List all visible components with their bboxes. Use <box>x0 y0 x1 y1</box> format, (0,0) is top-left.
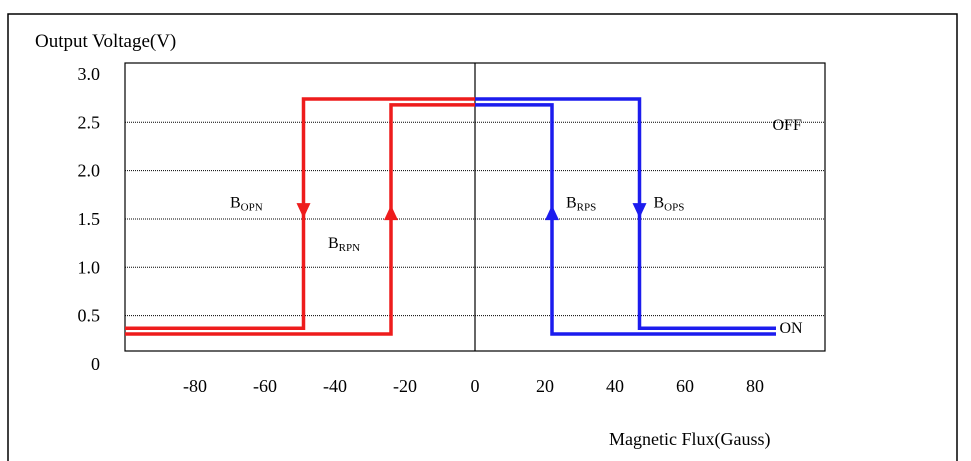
annotations: BOPN BRPN BRPS BOPS OFF ON <box>230 117 803 337</box>
annotation-label: BOPS <box>654 194 685 213</box>
y-axis-title: Output Voltage(V) <box>35 31 176 52</box>
y-tick-label: 2.5 <box>78 112 101 132</box>
series-lines <box>125 97 776 336</box>
x-tick-labels: -80 -60 -40 -20 0 20 40 60 80 <box>183 376 764 396</box>
y-tick-label: 0.5 <box>78 306 101 326</box>
annotation-label: BRPN <box>328 235 360 254</box>
x-tick-label: 60 <box>676 376 694 396</box>
y-tick-label: 1.0 <box>78 257 101 277</box>
x-tick-label: 80 <box>746 376 764 396</box>
x-tick-label: -40 <box>323 376 347 396</box>
x-tick-label: -60 <box>253 376 277 396</box>
annotation-label: BOPN <box>230 194 263 213</box>
x-tick-label: -20 <box>393 376 417 396</box>
x-axis-title: Magnetic Flux(Gauss) <box>609 429 770 450</box>
series-line-2 <box>475 97 776 330</box>
direction-arrows <box>296 203 647 221</box>
y-tick-label: 2.0 <box>78 161 101 181</box>
x-tick-label: 40 <box>606 376 624 396</box>
x-tick-label: 20 <box>536 376 554 396</box>
y-tick-label: 3.0 <box>78 64 101 84</box>
annotation-label: BRPS <box>566 194 596 213</box>
x-tick-label: 0 <box>471 376 480 396</box>
x-tick-label: -80 <box>183 376 207 396</box>
arrow-down <box>632 203 647 219</box>
series-line-0 <box>125 97 475 330</box>
outer-frame <box>7 13 958 461</box>
y-tick-label: 0 <box>91 354 100 374</box>
y-tick-label: 1.5 <box>78 209 101 229</box>
arrow-down <box>296 203 311 219</box>
y-tick-labels: 0 0.5 1.0 1.5 2.0 2.5 3.0 <box>78 64 101 374</box>
arrow-up <box>384 205 398 221</box>
arrow-up <box>545 205 559 221</box>
annotation-label: ON <box>780 320 804 337</box>
annotation-label: OFF <box>773 117 802 134</box>
